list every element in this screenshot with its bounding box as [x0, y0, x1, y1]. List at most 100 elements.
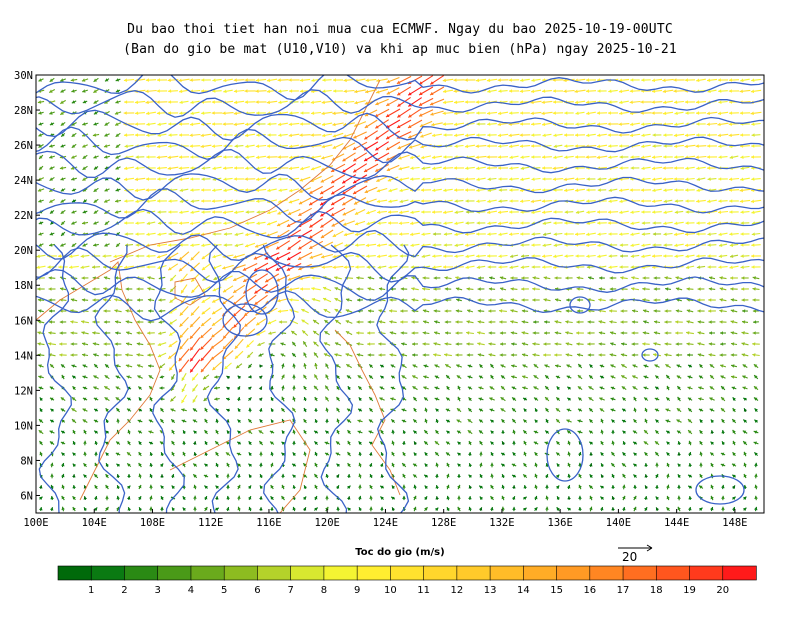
- wind-vector-head: [408, 92, 412, 96]
- wind-vector-head: [586, 199, 590, 203]
- wind-vector-head: [248, 463, 252, 467]
- wind-vector-head: [487, 243, 491, 247]
- wind-vector-head: [311, 286, 315, 291]
- wind-vector-head: [93, 221, 97, 225]
- wind-vector-head: [365, 243, 370, 248]
- wind-vector-head: [719, 353, 723, 357]
- wind-vector-head: [288, 133, 292, 138]
- wind-vector-head: [611, 474, 615, 478]
- wind-vector-head: [468, 452, 472, 456]
- wind-vector-head: [168, 177, 172, 182]
- wind-vector-head: [533, 441, 538, 445]
- wind-vector-head: [423, 386, 427, 390]
- wind-vector-head: [233, 122, 237, 127]
- wind-vector-head: [146, 243, 150, 247]
- wind-vector-head: [687, 386, 691, 390]
- wind-vector-head: [234, 155, 238, 159]
- wind-vector-head: [253, 256, 258, 260]
- wind-vector-head: [599, 276, 603, 280]
- wind-vector-head: [215, 441, 219, 445]
- wind-vector-head: [740, 265, 744, 269]
- wind-vector-head: [567, 440, 571, 445]
- wind-vector-head: [674, 243, 678, 248]
- wind-vector-head: [666, 473, 670, 478]
- wind-vector-head: [644, 407, 648, 412]
- wind-vector-head: [115, 89, 120, 93]
- wind-vector-head: [343, 89, 347, 93]
- wind-vector-head: [520, 166, 524, 170]
- wind-vector-head: [622, 452, 626, 456]
- wind-vector-head: [751, 232, 755, 236]
- wind-vector-head: [467, 386, 472, 390]
- wind-vector-head: [742, 320, 746, 324]
- wind-vector-head: [487, 133, 491, 137]
- wind-vector-head: [598, 342, 602, 346]
- wind-vector-head: [377, 221, 381, 225]
- wind-vector-head: [597, 210, 600, 214]
- wind-vector-head: [265, 279, 269, 283]
- wind-vector-head: [115, 331, 119, 335]
- wind-vector-head: [332, 265, 336, 269]
- wind-vector-head: [468, 397, 472, 401]
- wind-vector-head: [222, 301, 226, 305]
- wind-vector-head: [200, 346, 204, 350]
- wind-vector-head: [653, 298, 657, 302]
- wind-vector-head: [608, 199, 612, 203]
- wind-vector-head: [364, 136, 368, 140]
- wind-vector-head: [432, 166, 436, 171]
- wind-vector-head: [696, 111, 700, 115]
- wind-vector-head: [422, 298, 426, 302]
- wind-vector-head: [488, 353, 492, 357]
- wind-vector-head: [531, 177, 535, 181]
- wind-vector-head: [556, 386, 560, 390]
- wind-vector-head: [630, 232, 634, 237]
- wind-vector-head: [135, 155, 139, 159]
- wind-vector-head: [433, 298, 437, 302]
- wind-vector-head: [125, 320, 129, 324]
- wind-vector-head: [445, 408, 450, 412]
- wind-vector-head: [554, 342, 558, 346]
- wind-vector-head: [709, 331, 712, 335]
- wind-vector-head: [742, 309, 746, 313]
- wind-vector-head: [334, 287, 338, 291]
- wind-vector-head: [564, 133, 568, 137]
- wind-vector-head: [50, 419, 54, 423]
- wind-vector-head: [115, 133, 120, 137]
- wind-vector-head: [674, 100, 678, 104]
- wind-vector-head: [662, 78, 666, 83]
- wind-vector-head: [268, 331, 272, 335]
- wind-vector-head: [697, 298, 701, 302]
- wind-vector-head: [325, 407, 329, 411]
- wind-vector-head: [422, 276, 426, 280]
- wind-vector-head: [520, 111, 524, 115]
- wind-vector-head: [508, 221, 512, 225]
- wind-vector-head: [72, 199, 76, 203]
- wind-vector-head: [211, 199, 215, 203]
- wind-vector-head: [60, 441, 65, 445]
- wind-vector-head: [368, 463, 373, 467]
- wind-vector-head: [369, 364, 373, 368]
- wind-vector-head: [443, 210, 447, 215]
- wind-vector-head: [673, 89, 677, 93]
- wind-vector-head: [586, 89, 590, 93]
- wind-vector-head: [145, 89, 149, 93]
- wind-vector-head: [686, 342, 690, 346]
- wind-vector-head: [600, 418, 604, 423]
- wind-vector-head: [556, 463, 560, 467]
- wind-vector-head: [204, 452, 208, 456]
- wind-vector-head: [277, 309, 282, 313]
- wind-vector-head: [61, 452, 65, 456]
- wind-vector-head: [71, 221, 75, 225]
- wind-vector-head: [512, 397, 516, 401]
- wind-vector-head: [215, 429, 219, 434]
- wind-vector-head: [542, 122, 546, 127]
- wind-vector-head: [234, 243, 239, 248]
- wind-vector-head: [248, 375, 252, 379]
- wind-vector-head: [267, 188, 271, 193]
- wind-vector-head: [288, 78, 292, 82]
- wind-vector-head: [136, 353, 140, 357]
- wind-vector-head: [587, 320, 591, 324]
- wind-vector-head: [674, 221, 678, 225]
- wind-vector-head: [200, 357, 205, 361]
- wind-vector-head: [246, 344, 250, 348]
